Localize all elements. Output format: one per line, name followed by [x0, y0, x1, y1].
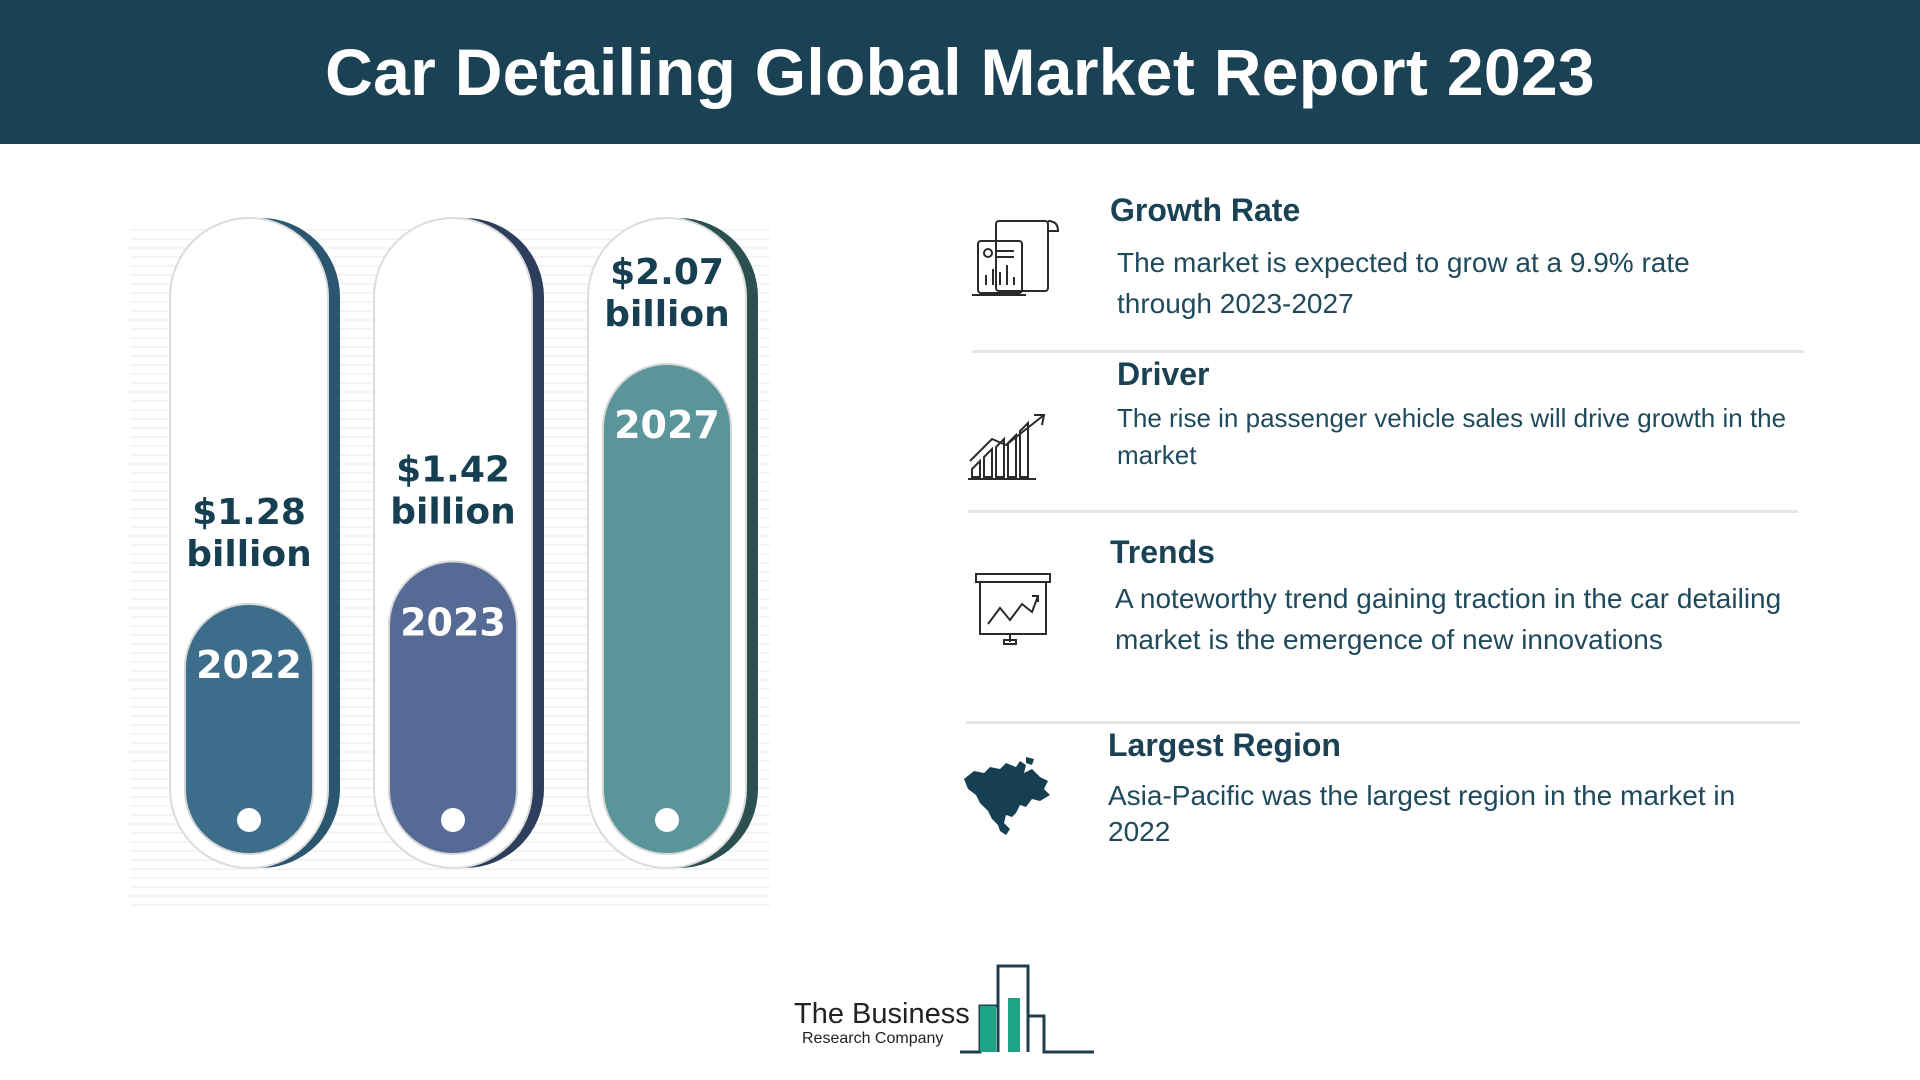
presentation-chart-icon [975, 573, 1051, 645]
bar-category-label: 2023 [400, 600, 506, 644]
divider [966, 721, 1800, 724]
info-text-line: through 2023-2027 [1117, 288, 1354, 319]
value-unit-label: billion [186, 534, 312, 575]
bar-dot [237, 808, 261, 832]
bar-growth-icon [968, 414, 1046, 480]
info-text-line: Asia-Pacific was the largest region in t… [1108, 780, 1736, 811]
info-title: Growth Rate [1110, 192, 1301, 228]
value-label: $1.28 [192, 492, 306, 533]
bar-dot [655, 808, 679, 832]
logo-buildings-icon [960, 964, 1094, 1054]
info-text-line: 2022 [1108, 816, 1171, 847]
bar [184, 603, 314, 855]
info-panel: Growth Rate The market is expected to gr… [960, 170, 1860, 890]
logo-name: The Business [794, 998, 970, 1030]
info-text-line: The market is expected to grow at a 9.9%… [1117, 247, 1690, 278]
info-title: Trends [1110, 534, 1215, 570]
info-text-line: market is the emergence of new innovatio… [1115, 624, 1663, 655]
value-label: $1.42 [396, 449, 510, 490]
bar-category-label: 2027 [614, 403, 720, 447]
header-banner: Car Detailing Global Market Report 2023 [0, 0, 1920, 144]
value-label: $2.07 [610, 252, 724, 293]
value-unit-label: billion [390, 491, 516, 532]
divider [968, 510, 1798, 513]
bar-category-label: 2022 [196, 643, 302, 687]
company-logo: The Business Research Company [790, 960, 1100, 1060]
market-size-chart: 2022$1.28billion2023$1.42billion2027$2.0… [130, 217, 770, 906]
report-icon [972, 220, 1060, 296]
info-text-line: market [1117, 440, 1197, 470]
bar-dot [441, 808, 465, 832]
page-title: Car Detailing Global Market Report 2023 [325, 35, 1595, 109]
info-text-line: A noteworthy trend gaining traction in t… [1115, 583, 1782, 614]
logo-subtitle: Research Company [802, 1030, 944, 1047]
bar [388, 560, 518, 855]
info-text-line: The rise in passenger vehicle sales will… [1117, 403, 1787, 433]
value-unit-label: billion [604, 294, 730, 335]
divider [972, 350, 1804, 353]
bar [602, 363, 732, 855]
info-title: Driver [1117, 356, 1210, 392]
info-title: Largest Region [1108, 727, 1341, 763]
north-america-map-icon [964, 757, 1050, 835]
